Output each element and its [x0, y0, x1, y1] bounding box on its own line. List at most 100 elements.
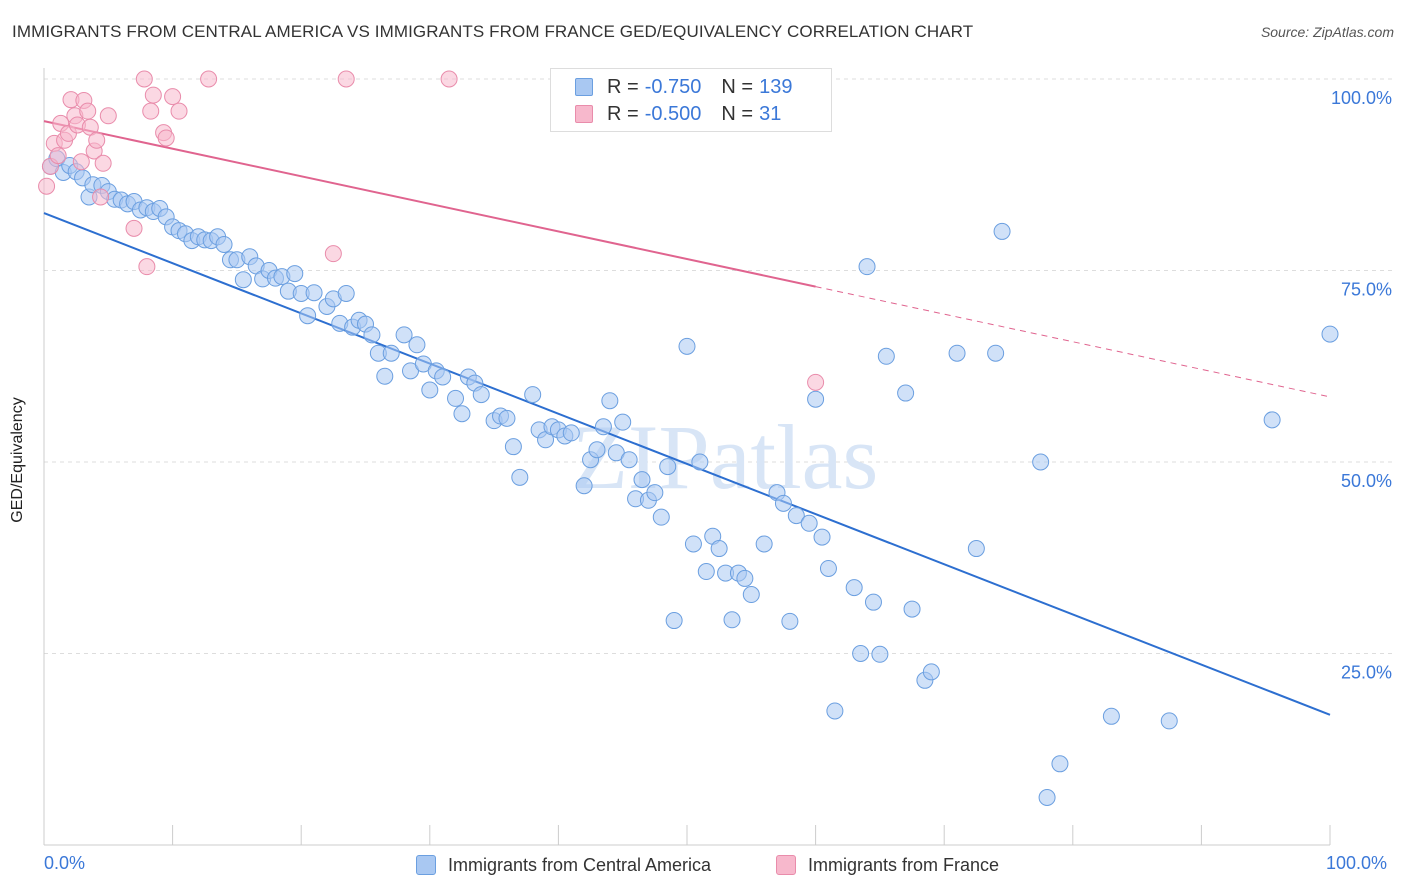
point-central-america: [755, 535, 773, 553]
point-france: [138, 258, 156, 276]
point-central-america: [852, 645, 870, 662]
point-central-america: [787, 507, 805, 525]
point-central-america: [723, 611, 741, 629]
bottom-legend-central-america: Immigrants from Central America: [416, 852, 711, 878]
y-tick-label: 100.0%: [1331, 88, 1392, 108]
bottom-legend-swatch-pink: [776, 855, 796, 875]
point-france: [142, 102, 160, 120]
point-central-america: [524, 386, 542, 404]
stats-legend: R = -0.750 N = 139 R = -0.500 N = 31: [550, 68, 832, 132]
point-central-america: [594, 418, 612, 436]
point-france: [88, 131, 106, 149]
point-central-america: [646, 484, 664, 502]
y-axis-label: GED/Equivalency: [9, 397, 26, 523]
point-central-america: [697, 563, 715, 581]
legend-r-label: R =: [607, 75, 639, 98]
y-tick-label: 75.0%: [1341, 280, 1392, 300]
bottom-legend-swatch-blue: [416, 855, 436, 875]
point-central-america: [678, 337, 696, 355]
point-central-america: [826, 702, 844, 720]
point-central-america: [987, 344, 1005, 362]
point-central-america: [363, 326, 381, 344]
legend-n-value: 139: [759, 75, 793, 98]
point-central-america: [562, 424, 580, 442]
point-france: [99, 107, 117, 125]
point-central-america: [633, 471, 651, 489]
point-france: [79, 102, 97, 120]
point-france: [440, 70, 458, 88]
point-france: [135, 70, 153, 88]
point-central-america: [813, 528, 831, 546]
point-central-america: [1051, 755, 1069, 773]
point-central-america: [665, 612, 683, 630]
y-tick-label: 25.0%: [1341, 663, 1392, 683]
point-france: [324, 245, 342, 263]
point-central-america: [742, 586, 760, 604]
point-france: [170, 102, 188, 120]
legend-n-label: N =: [721, 75, 754, 98]
point-central-america: [858, 258, 876, 276]
point-central-america: [800, 514, 818, 532]
trend-line-central-america: [43, 212, 1331, 716]
legend-r-label: R =: [607, 102, 639, 125]
trend-line-france: [43, 120, 816, 288]
y-tick-label: 50.0%: [1341, 471, 1392, 491]
point-france: [807, 373, 825, 391]
point-central-america: [1263, 411, 1281, 429]
point-central-america: [620, 451, 638, 469]
x-tick-min: 0.0%: [44, 853, 86, 873]
data-points: [38, 70, 1339, 807]
legend-row-central-america: R = -0.750 N = 139: [575, 75, 792, 99]
point-central-america: [807, 390, 825, 408]
point-central-america: [434, 368, 452, 386]
trend-line-france-dashed: [815, 286, 1331, 398]
point-central-america: [376, 367, 394, 385]
point-central-america: [408, 336, 426, 354]
point-central-america: [305, 284, 323, 302]
point-central-america: [472, 386, 490, 404]
point-central-america: [967, 540, 985, 558]
point-central-america: [1038, 789, 1056, 807]
point-central-america: [1032, 453, 1050, 471]
point-central-america: [504, 438, 522, 456]
point-france: [38, 177, 56, 195]
point-central-america: [684, 535, 702, 553]
point-central-america: [299, 307, 317, 325]
point-central-america: [421, 381, 439, 399]
point-france: [164, 88, 182, 106]
point-france: [92, 188, 110, 206]
point-central-america: [588, 441, 606, 459]
x-tick-max: 100.0%: [1326, 853, 1388, 873]
point-central-america: [511, 468, 529, 486]
point-central-america: [1160, 712, 1178, 730]
chart-title: IMMIGRANTS FROM CENTRAL AMERICA VS IMMIG…: [12, 22, 974, 41]
point-central-america: [993, 222, 1011, 240]
point-central-america: [897, 384, 915, 402]
point-central-america: [614, 413, 632, 431]
point-france: [94, 154, 112, 172]
legend-r-value: -0.750: [644, 75, 702, 98]
point-central-america: [1102, 707, 1120, 725]
point-france: [49, 147, 67, 165]
point-central-america: [215, 235, 233, 253]
point-france: [144, 86, 162, 104]
point-central-america: [601, 392, 619, 410]
point-central-america: [819, 559, 837, 577]
point-central-america: [864, 593, 882, 611]
legend-r-value: -0.500: [644, 102, 702, 125]
point-central-america: [337, 284, 355, 302]
point-central-america: [871, 645, 889, 663]
legend-swatch-pink: [575, 105, 593, 123]
axes: [43, 68, 1331, 846]
point-central-america: [845, 579, 863, 597]
point-central-america: [453, 405, 471, 423]
point-central-america: [575, 477, 593, 495]
point-france: [157, 129, 175, 147]
point-france: [72, 153, 90, 171]
trend-lines: [43, 120, 1331, 716]
point-central-america: [691, 453, 709, 471]
point-central-america: [774, 494, 792, 512]
point-france: [200, 70, 218, 88]
bottom-legend-label: Immigrants from France: [808, 854, 1000, 875]
